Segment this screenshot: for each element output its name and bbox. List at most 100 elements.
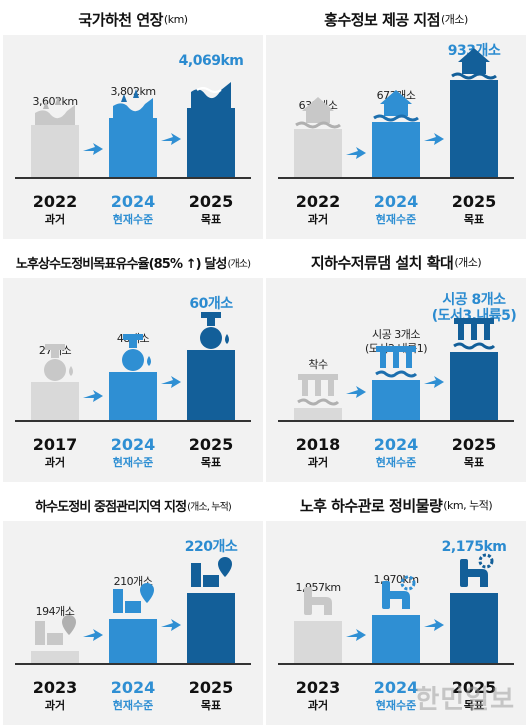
label-target: 목표 [200,456,222,469]
arrow-right-icon [161,619,181,631]
arrow-right-icon [346,629,366,641]
bar-past [31,382,79,420]
value-current: 시공 3개소 [372,328,420,341]
arrow-right-icon [83,390,103,402]
baseline [278,177,514,179]
panel-title: 노후상수도정비목표유수율(85% ↑) 달성 (개소) [3,246,263,278]
bar-past [31,125,79,177]
year-past: 2022 [295,192,341,211]
flood-house-icon [373,90,419,122]
label-current: 현재수준 [112,699,154,712]
bar-current [372,380,420,420]
arrow-right-icon [83,143,103,155]
arrow-right-icon [83,629,103,641]
river-icon [113,89,153,118]
bar-target [187,350,235,420]
year-current: 2024 [110,678,156,697]
value-target: 4,069km [178,53,244,69]
year-current: 2024 [373,678,419,697]
label-target: 목표 [463,213,485,226]
label-current: 현재수준 [112,213,154,226]
year-target: 2025 [451,678,497,697]
bar-past [294,408,342,420]
dam-icon [297,374,340,406]
water-tap-icon [200,312,229,349]
bar-target [187,108,235,177]
arrow-right-icon [161,133,181,145]
river-icon [35,96,75,125]
year-past: 2022 [32,192,78,211]
label-past: 과거 [44,456,66,469]
bar-past [294,621,342,663]
value-past: 착수 [308,358,328,371]
water-tap-icon [44,344,73,381]
year-target: 2025 [188,192,234,211]
label-current: 현재수준 [375,456,417,469]
baseline [278,663,514,665]
panel-groundwater-dam: 지하수저류댐 설치 확대(개소) 착수 시공 3개소 (도서2,내륙1) 시공 … [266,246,526,482]
year-target: 2025 [451,435,497,454]
label-past: 과거 [307,456,329,469]
label-past: 과거 [44,213,66,226]
panel-flood-info: 홍수정보 제공 지점(개소) 631개소 673개소 933개소 2022 20… [266,3,526,239]
bar-current [109,372,157,420]
year-target: 2025 [188,435,234,454]
label-target: 목표 [463,699,485,712]
bar-current [109,118,157,177]
baseline [15,177,251,179]
arrow-right-icon [424,376,444,388]
year-target: 2025 [188,678,234,697]
drain-pin-icon [191,557,232,587]
flood-house-icon [451,48,497,80]
value-target: 2,175km [441,539,507,555]
year-past: 2017 [32,435,78,454]
bar-target [450,593,498,663]
bar-past [31,651,79,663]
label-target: 목표 [463,456,485,469]
year-current: 2024 [110,435,156,454]
value-target-sub: (도서3,내륙5) [431,308,517,324]
value-target: 60개소 [189,296,233,312]
year-current: 2024 [110,192,156,211]
year-past: 2023 [295,678,341,697]
year-current: 2024 [373,435,419,454]
bar-target [450,352,498,420]
year-target: 2025 [451,192,497,211]
panel-title: 홍수정보 제공 지점 (개소) [266,3,526,35]
value-current: 3,802km [110,85,156,98]
dam-icon [453,318,496,350]
year-past: 2018 [295,435,341,454]
value-past: 194개소 [35,605,75,618]
water-tap-icon [122,334,151,371]
arrow-right-icon [424,133,444,145]
label-target: 목표 [200,213,222,226]
bar-current [372,615,420,663]
drain-pin-icon [113,583,154,613]
value-target: 220개소 [184,539,238,555]
baseline [278,420,514,422]
arrow-right-icon [346,386,366,398]
panel-river-length: 국가하천 연장 (km) 3,602km 3,802km 4,069km 2022… [3,3,263,239]
panel-title: 하수도정비 중점관리지역 지정 (개소, 누적) [3,489,263,521]
panel-old-sewer-pipe: 노후 하수관로 정비물량 (km, 누적) 1,957km 1,970km 2,1… [266,489,526,725]
year-past: 2023 [32,678,78,697]
bar-current [372,122,420,177]
baseline [15,420,251,422]
arrow-right-icon [161,376,181,388]
value-past: 3,602km [32,95,78,108]
panel-old-water-supply: 노후상수도정비목표유수율(85% ↑) 달성(개소) 27개소 48개소 60개… [3,246,263,482]
bar-current [109,619,157,663]
bar-past [294,129,342,177]
label-past: 과거 [44,699,66,712]
watermark: 한민일보 [415,685,515,715]
label-current: 현재수준 [375,699,417,712]
label-past: 과거 [307,699,329,712]
baseline [15,663,251,665]
arrow-right-icon [424,619,444,631]
bar-target [187,593,235,663]
sewer-pipe-icon [382,575,416,609]
sewer-pipe-icon [460,553,494,587]
panel-title: 지하수저류댐 설치 확대 (개소) [266,246,526,278]
year-current: 2024 [373,192,419,211]
label-target: 목표 [200,699,222,712]
